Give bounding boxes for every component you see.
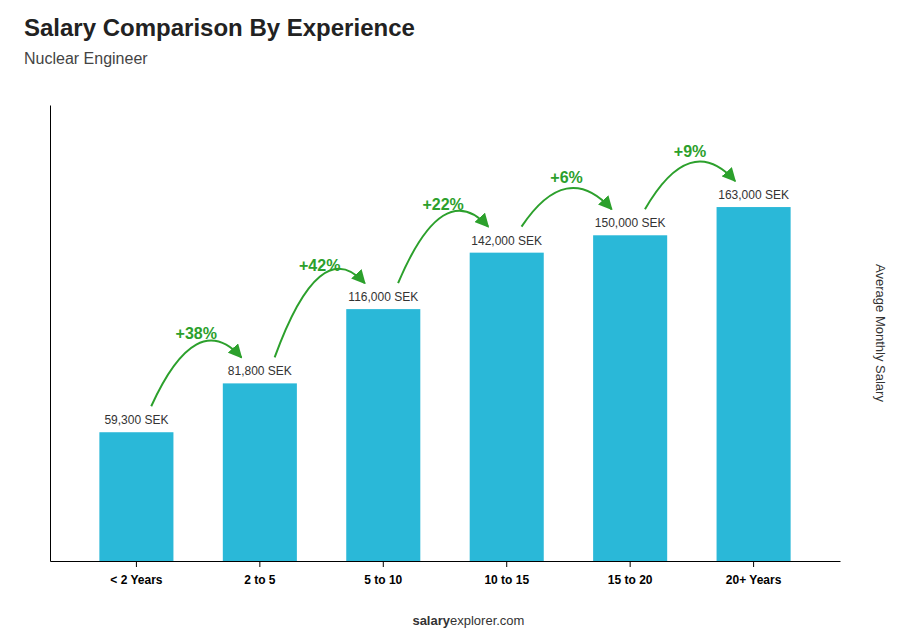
change-label: +22% xyxy=(422,196,463,213)
bar xyxy=(99,432,173,561)
x-tick-mark xyxy=(506,561,507,567)
chart-container: Salary Comparison By Experience Nuclear E… xyxy=(0,0,900,641)
data-label: 81,800 SEK xyxy=(228,364,292,378)
data-label: 163,000 SEK xyxy=(718,188,789,202)
x-tick-label: < 2 Years xyxy=(110,573,162,587)
change-label: +42% xyxy=(299,257,340,274)
data-label: 116,000 SEK xyxy=(348,290,418,304)
bars xyxy=(99,207,790,561)
x-tick-label: 5 to 10 xyxy=(364,573,402,587)
x-tick: 2 to 5 xyxy=(244,561,276,587)
x-tick-label: 15 to 20 xyxy=(608,573,653,587)
bar xyxy=(593,235,667,561)
x-tick: 10 to 15 xyxy=(484,561,529,587)
footer-bold: salary xyxy=(412,613,450,628)
x-tick-mark xyxy=(136,561,137,567)
change-arrow xyxy=(398,211,488,283)
subtitle: Nuclear Engineer xyxy=(24,50,148,67)
x-tick-label: 20+ Years xyxy=(726,573,782,587)
x-tick: 5 to 10 xyxy=(364,561,402,587)
data-label: 59,300 SEK xyxy=(104,413,168,427)
bar xyxy=(470,253,544,561)
data-label: 150,000 SEK xyxy=(595,216,666,230)
change-arrow xyxy=(151,341,241,407)
x-tick-mark xyxy=(630,561,631,567)
x-tick-label: 2 to 5 xyxy=(244,573,276,587)
change-label: +6% xyxy=(550,169,582,186)
data-label: 142,000 SEK xyxy=(471,234,542,248)
change-arrow xyxy=(645,162,735,210)
bar xyxy=(223,383,297,561)
bar xyxy=(717,207,791,561)
x-tick-mark xyxy=(753,561,754,567)
change-arrow xyxy=(275,269,365,358)
x-axis-line xyxy=(51,561,841,562)
footer-normal: explorer.com xyxy=(450,613,524,628)
x-tick: 15 to 20 xyxy=(608,561,653,587)
y-axis xyxy=(50,106,51,562)
x-tick: 20+ Years xyxy=(726,561,782,587)
change-label: +9% xyxy=(674,143,706,160)
x-tick: < 2 Years xyxy=(110,561,162,587)
x-tick-mark xyxy=(259,561,260,567)
data-labels: 59,300 SEK 81,800 SEK 116,000 SEK 142,000 S… xyxy=(104,188,789,427)
y-axis-title: Average Monthly Salary xyxy=(873,264,888,402)
plot-area: 59,300 SEK 81,800 SEK 116,000 SEK 142,000 S… xyxy=(51,106,841,588)
y-axis-line xyxy=(50,106,51,562)
bar xyxy=(346,309,420,561)
x-tick-mark xyxy=(383,561,384,567)
title: Salary Comparison By Experience xyxy=(24,14,415,41)
change-arrow xyxy=(522,188,612,227)
x-axis: < 2 Years 2 to 5 5 to 10 10 to 15 15 to 20 20… xyxy=(51,561,841,587)
x-tick-label: 10 to 15 xyxy=(484,573,529,587)
change-label: +38% xyxy=(176,325,217,342)
chart-svg: Salary Comparison By Experience Nuclear E… xyxy=(0,0,900,641)
annotations: +38% +42% +22% +6% +9% xyxy=(151,143,735,406)
